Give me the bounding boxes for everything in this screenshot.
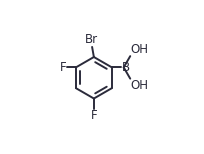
- Text: OH: OH: [131, 43, 149, 56]
- Text: F: F: [91, 109, 97, 122]
- Text: B: B: [122, 61, 130, 74]
- Text: F: F: [59, 61, 66, 74]
- Text: Br: Br: [85, 33, 98, 46]
- Text: OH: OH: [131, 79, 149, 92]
